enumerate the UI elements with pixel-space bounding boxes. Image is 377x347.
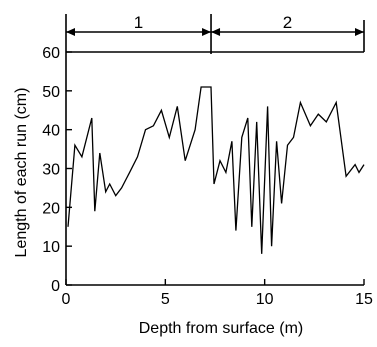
series-line — [67, 86, 365, 254]
zone-arrow-right — [355, 28, 364, 36]
zone-arrow-left — [66, 28, 75, 36]
data-series — [67, 86, 365, 254]
y-tick-label: 10 — [42, 239, 60, 256]
x-tick-label: 0 — [62, 291, 71, 308]
y-tick-label: 60 — [42, 45, 60, 62]
y-axis-title: Length of each run (cm) — [13, 88, 30, 258]
zone-arrow-right — [202, 28, 212, 36]
x-axis-title: Depth from surface (m) — [139, 320, 303, 337]
x-tick-label: 10 — [256, 291, 274, 308]
x-tick-label: 15 — [355, 291, 373, 308]
zone-label: 1 — [134, 13, 143, 32]
y-tick-label: 50 — [42, 84, 60, 101]
y-tick-label: 40 — [42, 123, 60, 140]
y-tick-label: 0 — [51, 278, 60, 295]
zone-label: 2 — [283, 13, 292, 32]
x-tick-label: 5 — [161, 291, 170, 308]
zone-arrow-left — [211, 28, 221, 36]
y-tick-label: 20 — [42, 200, 60, 217]
y-tick-label: 30 — [42, 162, 60, 179]
axes: 0 10 20 30 40 50 60 0 5 10 15 — [42, 14, 373, 308]
